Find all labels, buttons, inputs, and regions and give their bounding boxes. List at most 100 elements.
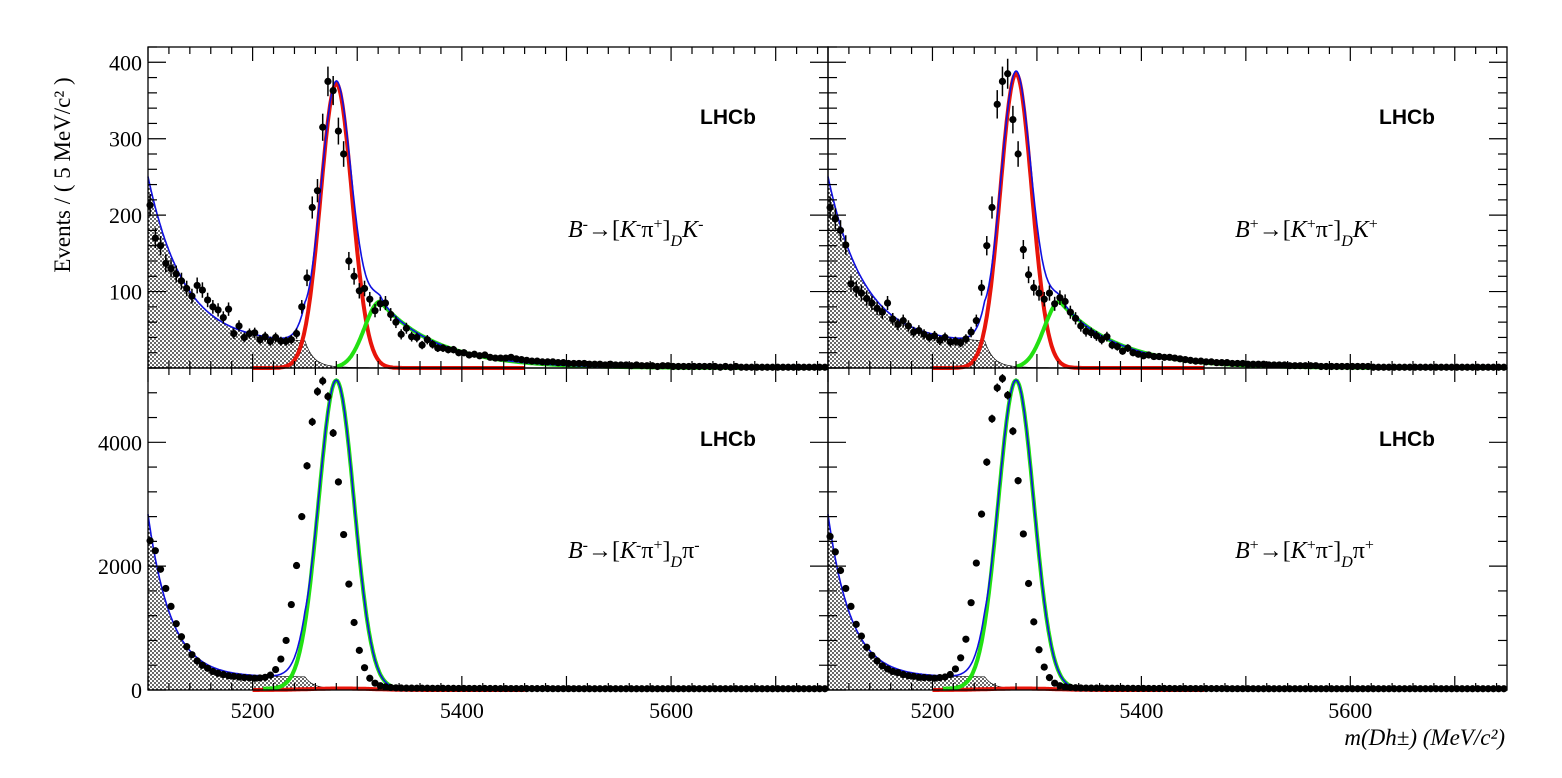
data-point (256, 674, 264, 682)
data-point (612, 361, 620, 369)
decay-label-part: + (1365, 537, 1374, 554)
data-point (251, 329, 259, 337)
data-point (863, 294, 871, 303)
data-point (831, 215, 839, 223)
data-point (836, 226, 845, 235)
data-point (1014, 477, 1022, 485)
data-point (298, 303, 306, 311)
data-point (193, 657, 201, 665)
panel-frame (827, 46, 1508, 369)
data-point (214, 306, 222, 314)
decay-label-part: + (1307, 537, 1316, 554)
data-point (230, 672, 238, 680)
data-point (868, 651, 876, 659)
data-point (230, 330, 238, 338)
data-point (878, 662, 886, 670)
data-point (319, 123, 327, 131)
data-point (1071, 314, 1080, 322)
data-point (554, 359, 562, 367)
data-point (266, 337, 274, 345)
y-tick-label: 2000 (98, 554, 142, 579)
data-point (256, 336, 264, 344)
data-point (988, 415, 996, 423)
data-point (915, 673, 923, 681)
data-point (329, 429, 337, 437)
data-point (172, 620, 180, 628)
data-point (873, 304, 881, 312)
data-point (350, 272, 358, 280)
data-point (1014, 150, 1022, 158)
data-point (528, 357, 536, 365)
data-point (428, 340, 437, 348)
decay-label-part: B (1235, 217, 1250, 243)
data-point (1228, 359, 1236, 368)
data-point (1066, 308, 1074, 316)
data-point (962, 635, 970, 643)
data-point (810, 363, 819, 371)
data-point (899, 317, 907, 325)
data-point (313, 187, 322, 195)
data-point (340, 150, 348, 158)
decay-label-part: π (641, 217, 653, 243)
data-point (852, 285, 860, 293)
data-point (1077, 322, 1085, 330)
data-point (1468, 363, 1477, 371)
data-point (303, 274, 311, 282)
data-point (946, 670, 954, 679)
decay-label-part: D (670, 554, 683, 571)
decay-label-part: D (670, 233, 683, 250)
data-point (1009, 116, 1017, 124)
data-point (162, 584, 170, 593)
data-point (988, 203, 996, 212)
data-point (177, 633, 186, 641)
data-point (324, 392, 332, 401)
data-point (392, 318, 400, 326)
data-point (282, 636, 290, 645)
data-point (183, 284, 191, 293)
data-point (1192, 357, 1200, 365)
data-point (156, 565, 165, 573)
data-point (993, 384, 1001, 392)
data-point (172, 270, 180, 278)
data-point (1437, 363, 1445, 371)
data-point (915, 326, 923, 335)
data-point (156, 242, 165, 250)
data-point (998, 374, 1007, 383)
data-point (1004, 391, 1012, 399)
data-point (831, 548, 839, 556)
data-point (245, 674, 254, 682)
data-point (287, 600, 295, 609)
decay-label-part: + (1369, 216, 1378, 233)
x-tick-label: 5600 (1328, 698, 1372, 723)
data-point (1030, 618, 1038, 626)
data-point (878, 308, 886, 316)
data-point (224, 672, 233, 680)
data-point (277, 337, 285, 345)
panel-frame (147, 46, 829, 369)
data-point (1463, 363, 1471, 371)
data-point (360, 284, 369, 293)
data-point (570, 359, 578, 368)
data-point (904, 322, 913, 330)
y-tick-label: 0 (131, 678, 142, 703)
signal-curve-red (252, 81, 525, 370)
data-point (1045, 289, 1054, 297)
data-point (371, 307, 379, 315)
data-point (491, 354, 499, 362)
data-point (277, 655, 285, 663)
data-point (240, 674, 248, 682)
data-point (936, 336, 944, 345)
data-point (920, 674, 928, 682)
data-point (455, 349, 463, 357)
y-tick-label: 4000 (98, 430, 142, 455)
data-point (167, 602, 175, 611)
data-point (1395, 363, 1404, 371)
decay-label-part: π (682, 538, 694, 564)
data-point (272, 333, 280, 342)
decay-label-part: - (636, 216, 641, 233)
data-point (1030, 284, 1038, 292)
data-point (904, 672, 913, 680)
data-point (266, 671, 274, 679)
